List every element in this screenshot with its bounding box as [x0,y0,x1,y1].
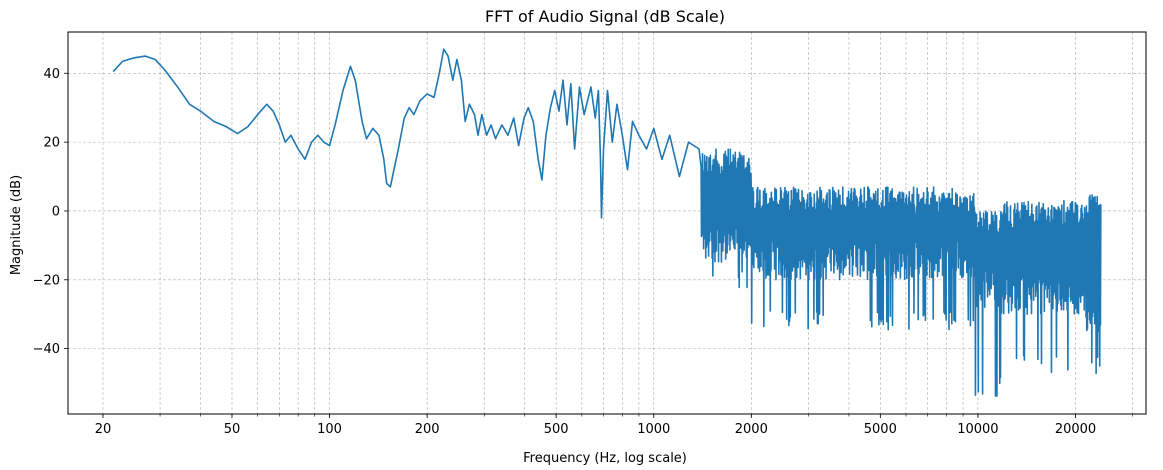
x-tick-label: 500 [544,422,569,437]
x-tick-label: 5000 [864,422,897,437]
x-tick-label: 50 [224,422,241,437]
chart-title: FFT of Audio Signal (dB Scale) [485,7,725,26]
x-tick-label: 100 [317,422,342,437]
y-tick-label: −20 [33,273,60,288]
x-tick-label: 1000 [637,422,670,437]
x-tick-label: 2000 [735,422,768,437]
series-line [112,48,1102,397]
y-tick-label: 0 [52,204,60,219]
x-tick-label: 200 [415,422,440,437]
x-tick-label: 20 [95,422,112,437]
series-layer [112,48,1102,397]
y-tick-label: −40 [33,342,60,357]
x-tick-label: 20000 [1055,422,1096,437]
plot-area-frame [67,31,1147,415]
y-tick-label: 20 [43,136,60,151]
ticks: 20 50 100 200 500 1000 2000 5000 10000 20000−40−2… [33,67,1133,437]
x-axis-label: Frequency (Hz, log scale) [523,451,687,466]
y-axis-label: Magnitude (dB) [9,175,24,275]
x-tick-label: 10000 [957,422,998,437]
y-tick-label: 40 [43,67,60,82]
